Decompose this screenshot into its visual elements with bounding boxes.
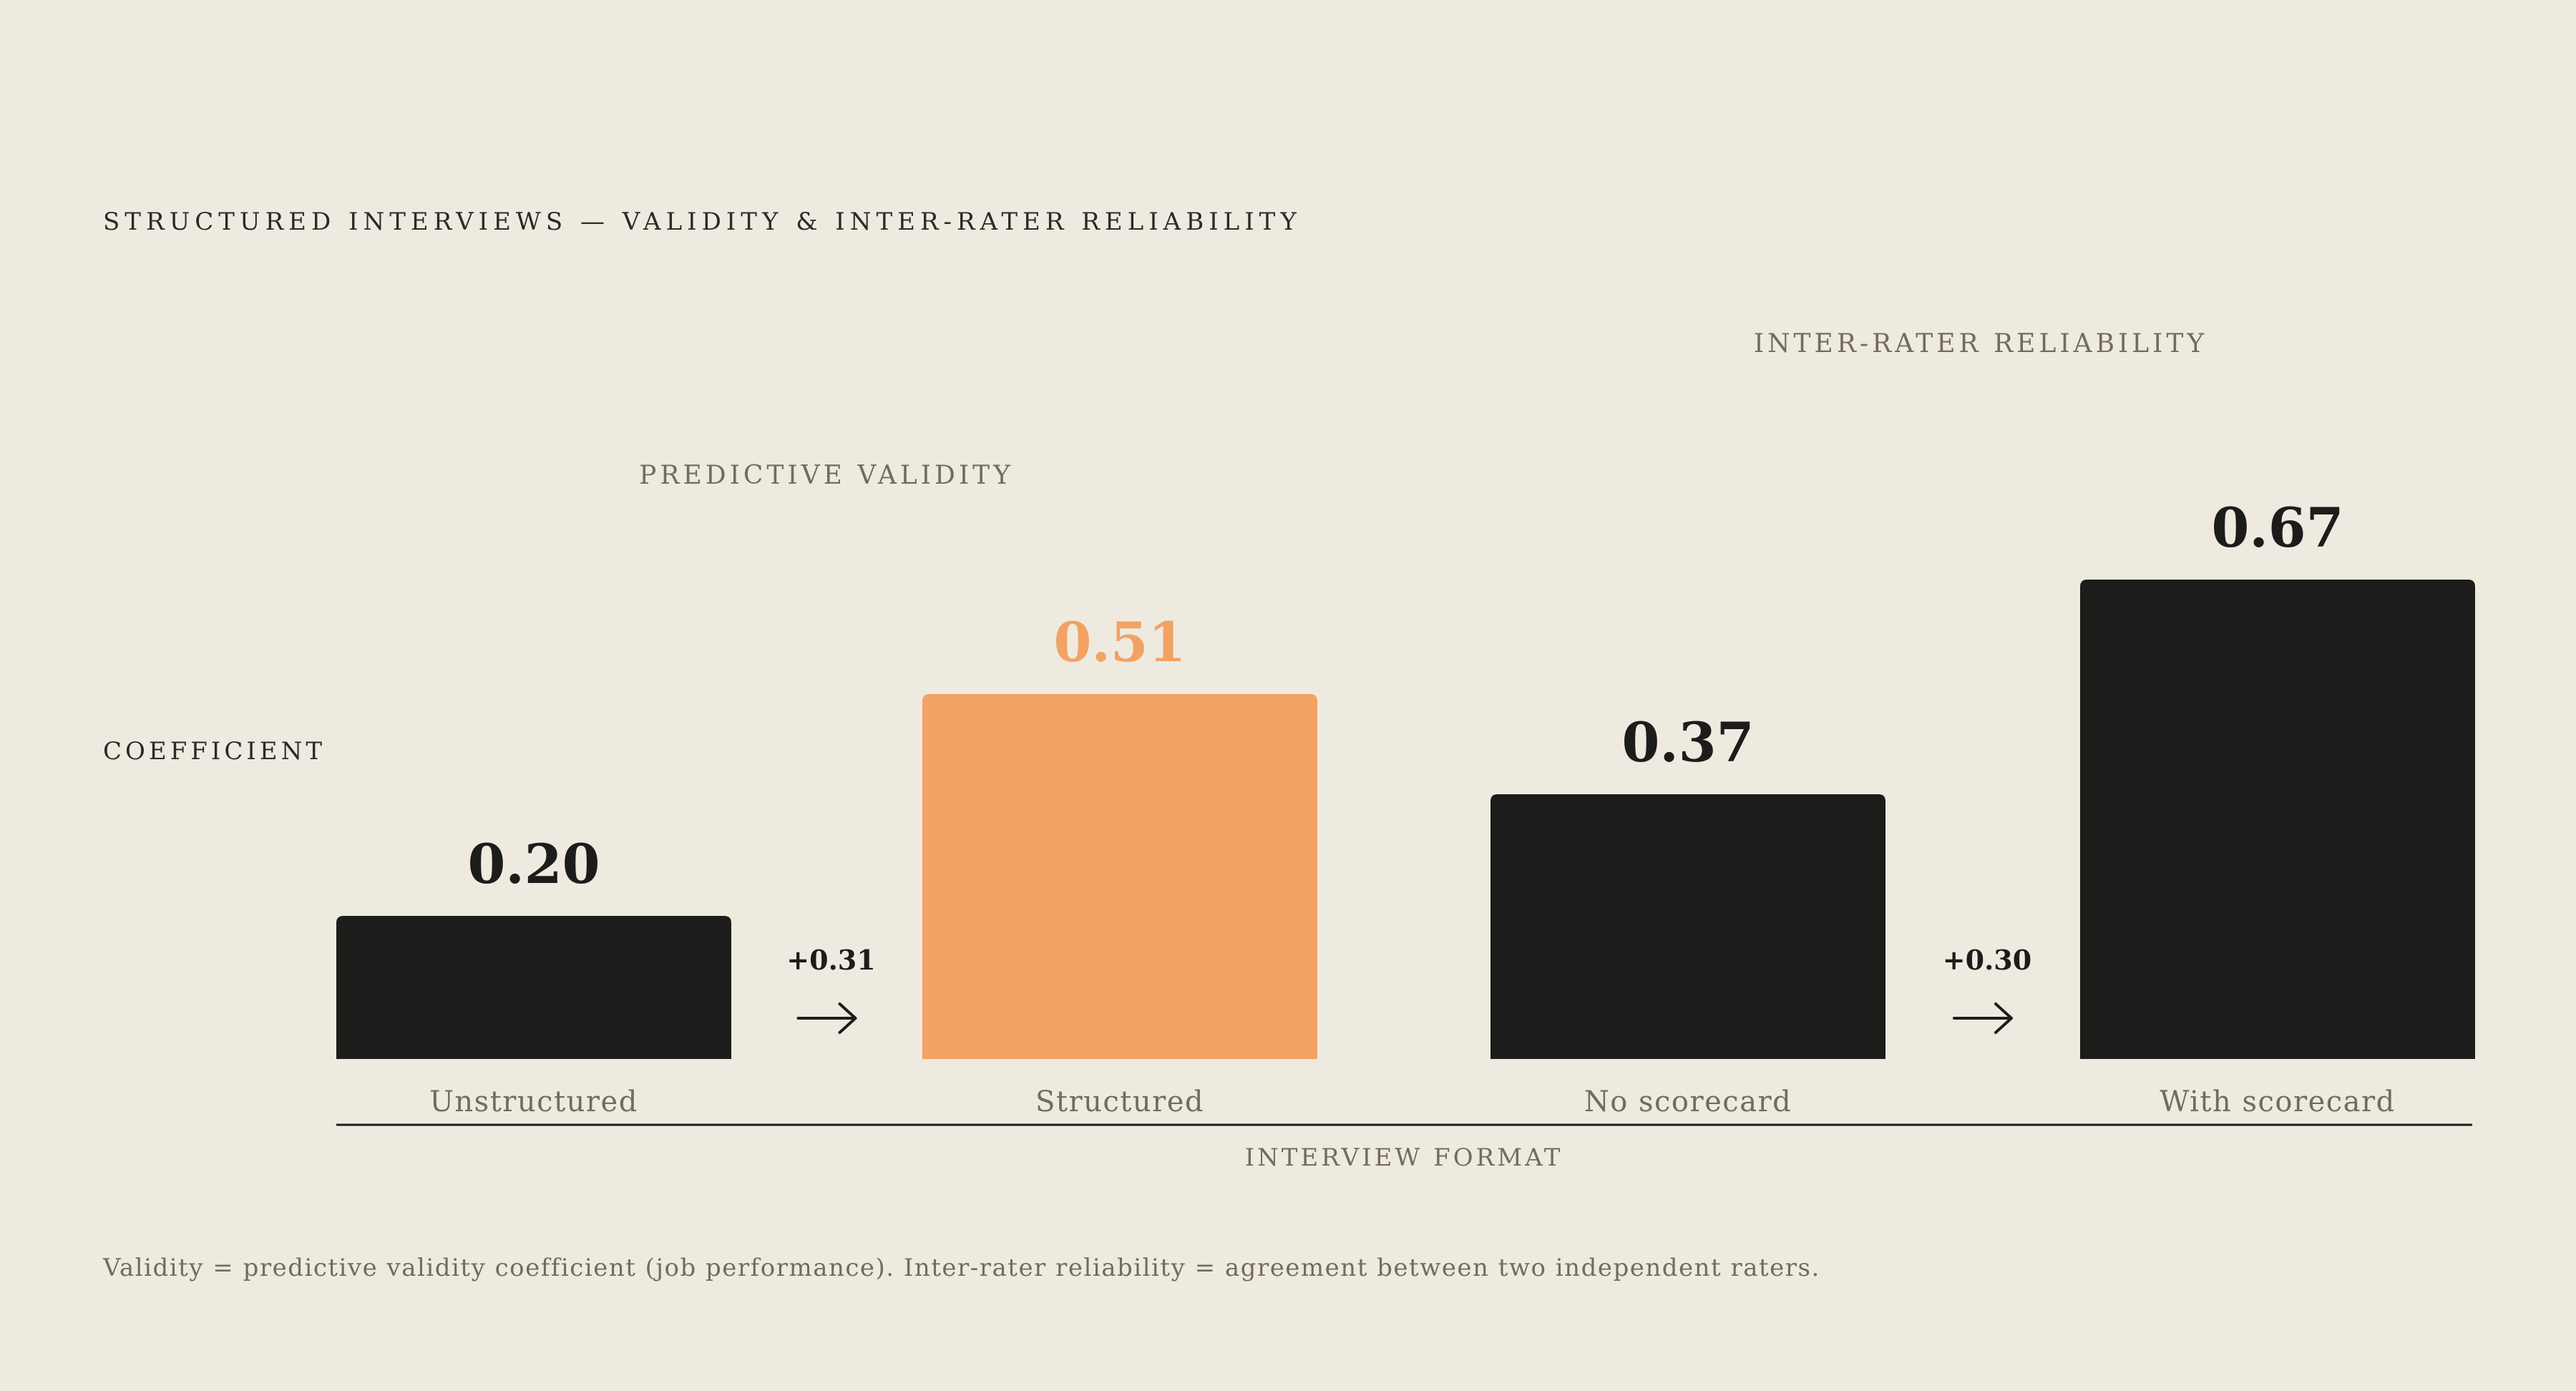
value-label: 0.20 (467, 832, 600, 896)
bar-no-scorecard (1491, 794, 1885, 1059)
value-label: 0.37 (1621, 711, 1754, 774)
value-label: 0.51 (1053, 610, 1186, 674)
value-label: 0.67 (2211, 496, 2343, 560)
category-tick-label: Structured (1035, 1085, 1204, 1118)
footnote: Validity = predictive validity coefficie… (103, 1254, 1820, 1282)
chart-title: STRUCTURED INTERVIEWS — VALIDITY & INTER… (103, 208, 1302, 236)
category-tick-label: Unstructured (429, 1085, 638, 1118)
bar-unstructured (336, 916, 731, 1059)
bar-structured (922, 694, 1317, 1059)
category-tick-label: With scorecard (2160, 1085, 2396, 1118)
arrow-right-icon (1953, 1002, 2013, 1034)
category-tick-label: No scorecard (1584, 1085, 1792, 1118)
delta-label: +0.31 (786, 944, 875, 976)
delta-label: +0.30 (1943, 944, 2031, 976)
group-label-predictive-validity: PREDICTIVE VALIDITY (639, 461, 1014, 490)
bar-with-scorecard (2080, 580, 2475, 1059)
arrow-right-icon (796, 1002, 857, 1034)
group-label-inter-rater-reliability: INTER-RATER RELIABILITY (1753, 329, 2208, 358)
y-axis-label: COEFFICIENT (103, 737, 326, 766)
x-axis-label: INTERVIEW FORMAT (1244, 1143, 1563, 1172)
